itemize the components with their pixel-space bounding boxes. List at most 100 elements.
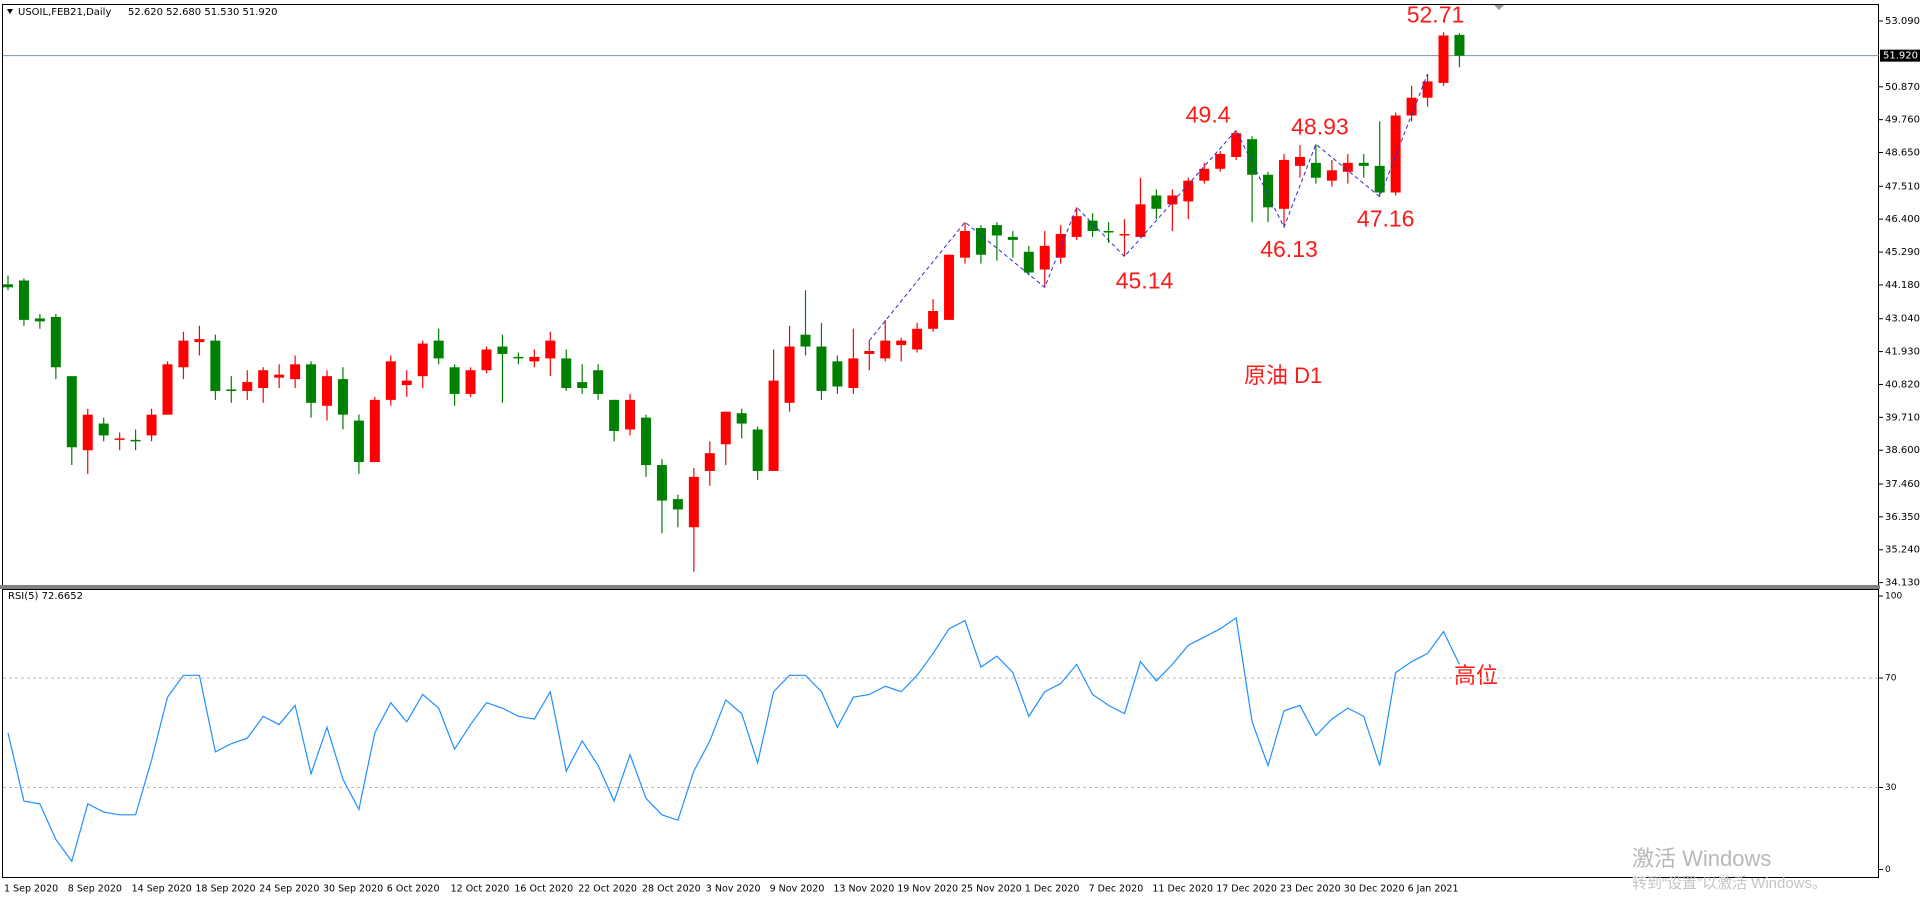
y-tick-label: 47.510 xyxy=(1885,181,1920,192)
candle-body xyxy=(114,438,125,440)
candle-body xyxy=(864,350,875,354)
candle-body xyxy=(1231,133,1242,157)
candle-body xyxy=(98,423,109,436)
rsi-note: 高位 xyxy=(1454,663,1498,688)
x-tick-label: 14 Sep 2020 xyxy=(132,884,192,895)
y-tick-label: 70 xyxy=(1885,674,1897,684)
candle-body xyxy=(481,349,492,371)
x-tick-label: 6 Oct 2020 xyxy=(387,884,440,895)
y-tick-label: 44.180 xyxy=(1885,280,1920,291)
candle-body xyxy=(290,364,301,380)
candle-body xyxy=(975,228,986,255)
y-tick-label: 45.290 xyxy=(1885,247,1920,258)
candle-body xyxy=(18,280,29,320)
price-annotation: 48.93 xyxy=(1291,113,1349,139)
y-tick-label: 30 xyxy=(1885,783,1897,793)
candle-body xyxy=(704,453,715,471)
candle-body xyxy=(417,343,428,377)
candle-body xyxy=(912,328,923,350)
candle-body xyxy=(800,334,811,347)
watermark-hint: 转到“设置”以激活 Windows。 xyxy=(1632,875,1827,892)
y-tick-label: 50.870 xyxy=(1885,82,1920,93)
candle-body xyxy=(226,389,237,391)
x-tick-label: 7 Dec 2020 xyxy=(1089,884,1144,895)
candle-body xyxy=(1167,195,1178,205)
y-tick-label: 40.820 xyxy=(1885,379,1920,390)
candle-body xyxy=(720,411,731,445)
candle-body xyxy=(50,316,61,368)
candle-body xyxy=(1103,231,1114,233)
price-annotation: 49.4 xyxy=(1186,101,1231,127)
candle-body xyxy=(1310,162,1321,178)
y-tick-label: 0 xyxy=(1885,865,1891,875)
x-tick-label: 16 Oct 2020 xyxy=(514,884,573,895)
candle-body xyxy=(1263,174,1274,208)
candle-body xyxy=(1023,251,1034,273)
candle-body xyxy=(880,340,891,359)
candle-body xyxy=(1454,34,1465,56)
candle-body xyxy=(896,340,907,346)
candle-body xyxy=(1279,159,1289,209)
candle-body xyxy=(816,346,827,391)
shift-marker xyxy=(1494,5,1504,10)
x-tick-label: 22 Oct 2020 xyxy=(578,884,637,895)
rsi-line xyxy=(7,616,1460,863)
x-tick-label: 24 Sep 2020 xyxy=(259,884,319,895)
current-price-label: 51.920 xyxy=(1883,51,1918,62)
candle-body xyxy=(1087,220,1098,232)
candle-body xyxy=(3,284,13,288)
candle-body xyxy=(1055,233,1066,258)
candle-body xyxy=(242,382,253,391)
y-tick-label: 39.710 xyxy=(1885,412,1920,423)
y-tick-label: 48.650 xyxy=(1885,148,1920,159)
candle-body xyxy=(82,414,93,451)
x-tick-label: 6 Jan 2021 xyxy=(1408,884,1459,895)
candle-body xyxy=(1422,81,1433,98)
candle-body xyxy=(258,370,269,389)
candle-body xyxy=(545,340,556,359)
x-tick-label: 8 Sep 2020 xyxy=(68,884,122,895)
candle-body xyxy=(641,417,651,466)
candle-body xyxy=(1007,236,1018,240)
candle-body xyxy=(162,364,173,415)
candle-body xyxy=(1247,139,1258,175)
price-annotation: 47.16 xyxy=(1357,206,1415,232)
x-tick-label: 30 Sep 2020 xyxy=(323,884,383,895)
rsi-title: RSI(5) 72.6652 xyxy=(8,591,83,602)
candle-body xyxy=(146,414,157,436)
candle-body xyxy=(688,476,699,528)
candle-body xyxy=(1039,245,1050,270)
candle-body xyxy=(1342,162,1353,172)
candle-body xyxy=(672,499,683,510)
price-annotation: 52.71 xyxy=(1407,1,1465,27)
y-tick-label: 49.760 xyxy=(1885,115,1920,126)
zigzag xyxy=(868,73,1429,341)
candle-body xyxy=(337,379,348,415)
x-tick-label: 23 Dec 2020 xyxy=(1280,884,1341,895)
candle-body xyxy=(944,254,955,320)
x-tick-label: 18 Sep 2020 xyxy=(195,884,255,895)
x-tick-label: 19 Nov 2020 xyxy=(897,884,958,895)
x-tick-label: 11 Dec 2020 xyxy=(1152,884,1213,895)
y-tick-label: 43.040 xyxy=(1885,314,1920,325)
candle-body xyxy=(34,318,45,322)
candle-body xyxy=(1358,162,1369,166)
candle-body xyxy=(1135,204,1146,237)
pane-separator xyxy=(0,585,1880,589)
x-tick-label: 3 Nov 2020 xyxy=(706,884,761,895)
candle-body xyxy=(1215,153,1226,169)
ohlc: 52.620 52.680 51.530 51.920 xyxy=(128,7,278,18)
candle-body xyxy=(497,346,508,354)
candle-body xyxy=(736,413,747,424)
candle-body xyxy=(593,370,604,394)
candle-body xyxy=(1390,115,1401,193)
candle-body xyxy=(66,376,77,448)
x-tick-label: 9 Nov 2020 xyxy=(770,884,825,895)
price-annotation: 45.14 xyxy=(1116,268,1174,294)
chart-note: 原油 D1 xyxy=(1244,363,1322,388)
x-tick-label: 25 Nov 2020 xyxy=(961,884,1022,895)
y-tick-label: 35.240 xyxy=(1885,545,1920,556)
candle-body xyxy=(210,340,221,391)
x-tick-label: 12 Oct 2020 xyxy=(451,884,510,895)
candle-body xyxy=(1151,195,1162,209)
